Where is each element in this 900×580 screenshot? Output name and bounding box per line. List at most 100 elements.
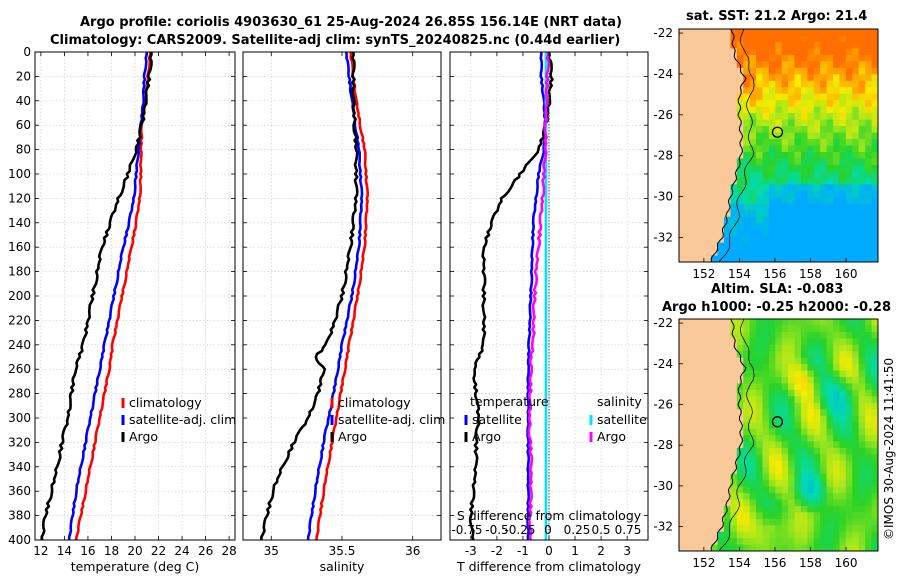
sst-map-cell <box>845 132 853 140</box>
sla-map-cell <box>762 473 770 481</box>
sst-map-cell <box>807 93 815 101</box>
sla-map-cell <box>775 525 783 533</box>
sla-map-cell <box>781 493 789 500</box>
sla-map-cell <box>871 512 878 520</box>
sla-map-cell <box>736 415 744 423</box>
y-tick-label-depth: 80 <box>16 143 31 157</box>
sst-map-cell <box>730 171 738 179</box>
sla-map-cell <box>794 467 802 475</box>
sla-map-cell <box>730 396 738 404</box>
legend-label-salinity-1: satellite-adj. clim <box>338 412 445 427</box>
sla-map-cell <box>839 396 847 404</box>
sst-map-cell <box>704 29 712 36</box>
sst-map-cell <box>788 190 795 198</box>
sst-map-cell <box>736 255 744 262</box>
sla-map-cell <box>801 454 808 462</box>
sla-map-cell <box>679 402 686 410</box>
sla-map-cell <box>768 454 776 462</box>
sst-map-cell <box>762 100 770 108</box>
sst-map-cell <box>698 197 706 205</box>
sla-map-cell <box>775 338 783 346</box>
sst-map-cell <box>813 113 821 120</box>
sla-map-cell <box>833 370 840 378</box>
sla-map-cell <box>730 422 738 429</box>
sla-map-cell <box>878 512 885 519</box>
sst-map-cell <box>839 80 847 88</box>
sst-map-cell <box>691 184 699 192</box>
sst-map-cell <box>679 255 686 262</box>
sla-map-cell <box>698 415 706 423</box>
sla-map-cell <box>730 338 738 346</box>
sla-map-cell <box>723 319 731 326</box>
sst-map-cell <box>723 242 731 250</box>
sla-map-cell <box>756 331 763 339</box>
sst-map-cell <box>858 216 866 224</box>
sla-map-cell <box>691 331 699 339</box>
sla-map-cell <box>801 505 808 513</box>
sla-map-cell <box>801 460 808 468</box>
sla-map-cell <box>852 518 860 526</box>
sst-map-cell <box>865 100 873 108</box>
sla-map-cell <box>756 415 763 423</box>
sst-map-cell <box>717 242 725 250</box>
sst-map-cell <box>749 229 757 237</box>
sla-map-cell <box>801 383 808 391</box>
sla-map-cell <box>852 383 860 391</box>
sst-map-cell <box>723 249 731 256</box>
sst-map-cell <box>788 255 795 262</box>
sla-map-cell <box>704 319 712 326</box>
sla-map-cell <box>801 512 808 520</box>
sla-map-cell <box>730 357 738 365</box>
sst-map-cell <box>807 164 815 172</box>
sst-map-cell <box>679 190 686 198</box>
sst-map-cell <box>756 113 763 120</box>
sst-map-cell <box>691 164 699 172</box>
sla-map-cell <box>820 383 828 391</box>
sla-map-cell <box>865 544 873 551</box>
sla-map-cell <box>736 499 744 507</box>
sst-map-cell <box>711 197 718 205</box>
sst-map-cell <box>685 106 693 114</box>
sst-map-field <box>679 29 885 262</box>
sla-map-cell <box>781 525 789 533</box>
sst-map-cell <box>801 216 808 224</box>
sla-map-cell <box>736 435 744 442</box>
sst-map-cell <box>698 223 706 231</box>
sla-map-cell <box>813 364 821 371</box>
sst-map-cell <box>679 48 686 56</box>
sla-map-cell <box>813 447 821 455</box>
sla-map-cell <box>775 441 783 449</box>
sst-map-cell <box>768 139 776 146</box>
sst-map-cell <box>865 236 873 243</box>
sst-map-cell <box>775 100 783 108</box>
sst-map-cell <box>788 126 795 133</box>
sla-map-cell <box>878 474 885 481</box>
sst-map-cell <box>852 152 860 159</box>
series-line-salinity-argo <box>260 52 359 540</box>
sla-map-cell <box>871 454 878 462</box>
sla-map-cell <box>871 357 878 365</box>
sst-map-cell <box>820 164 828 172</box>
sst-map-cell <box>704 164 712 172</box>
sla-map-cell <box>685 370 693 378</box>
sst-map-cell <box>833 152 840 159</box>
sla-map-cell <box>704 370 712 378</box>
x-tick-label-temperature: 16 <box>80 544 95 558</box>
sla-map-cell <box>865 512 873 520</box>
sla-map-cell <box>852 325 860 333</box>
sla-map-cell <box>711 538 718 545</box>
sla-map-cell <box>717 538 725 545</box>
sst-map-cell <box>878 236 885 243</box>
sla-map-cell <box>717 512 725 520</box>
sla-map-cell <box>723 357 731 365</box>
sst-map-cell <box>833 119 840 127</box>
sla-map-cell <box>788 551 795 558</box>
sst-map-cell <box>704 152 712 159</box>
sst-map-cell <box>756 223 763 231</box>
sst-map-cell <box>762 119 770 127</box>
sla-map-cell <box>845 338 853 346</box>
sst-map-cell <box>775 126 783 133</box>
sla-map-cell <box>730 364 738 371</box>
sla-map-cell <box>845 364 853 371</box>
sst-map-cell <box>807 145 815 153</box>
